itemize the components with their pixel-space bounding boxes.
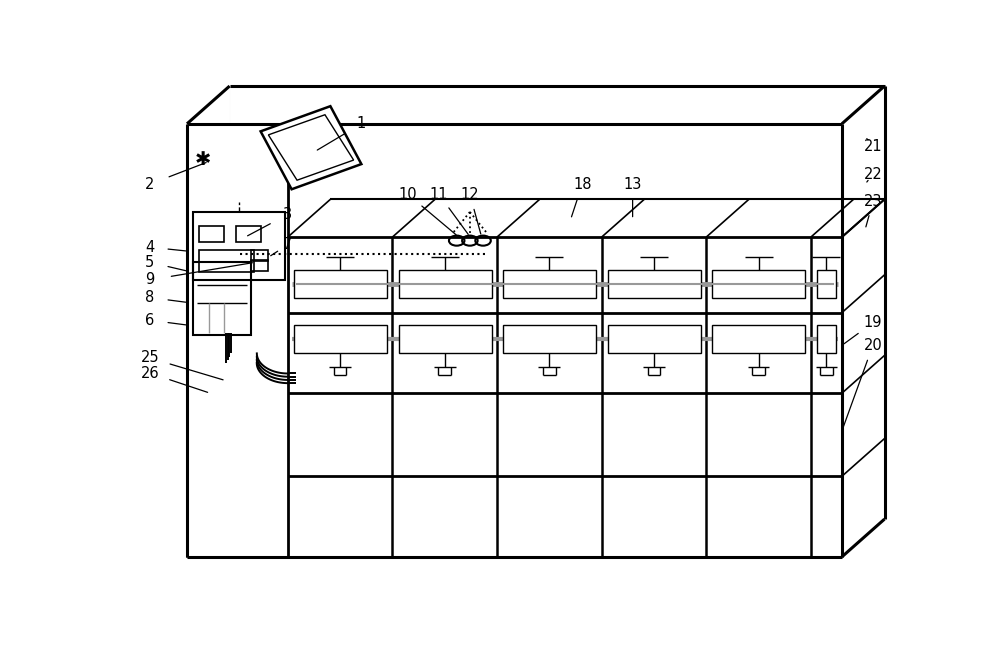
Bar [251, 250, 268, 261]
Bar [199, 226, 224, 242]
Bar [503, 325, 596, 353]
Text: 20: 20 [864, 338, 882, 353]
Text: 18: 18 [573, 177, 592, 192]
Text: 19: 19 [864, 315, 882, 330]
Text: 6: 6 [145, 313, 154, 328]
Bar [399, 270, 492, 298]
Bar [608, 325, 701, 353]
Text: 10: 10 [399, 187, 417, 202]
Text: 12: 12 [461, 187, 479, 202]
Bar [399, 325, 492, 353]
Text: 23: 23 [864, 194, 882, 209]
Bar [712, 270, 805, 298]
Text: ✱: ✱ [194, 150, 211, 169]
Bar [294, 325, 387, 353]
Bar [608, 270, 701, 298]
Text: 1: 1 [357, 116, 366, 131]
Polygon shape [261, 106, 361, 189]
Text: 21: 21 [864, 139, 882, 154]
Text: 9: 9 [145, 273, 154, 287]
Polygon shape [268, 114, 354, 181]
Bar [193, 212, 285, 280]
Bar [294, 270, 387, 298]
Text: 2: 2 [145, 177, 154, 192]
Text: 22: 22 [864, 167, 882, 182]
Text: 26: 26 [140, 366, 159, 381]
Bar [503, 270, 596, 298]
Bar [712, 325, 805, 353]
Text: 7: 7 [283, 237, 292, 252]
Bar [193, 262, 251, 336]
Text: 3: 3 [283, 207, 292, 222]
Text: 4: 4 [145, 239, 154, 254]
Text: 5: 5 [145, 255, 154, 270]
Bar [817, 325, 836, 353]
Bar [236, 226, 261, 242]
Bar [251, 260, 268, 271]
Text: 11: 11 [430, 187, 448, 202]
Text: 25: 25 [140, 351, 159, 366]
Text: 8: 8 [145, 290, 154, 305]
Text: 13: 13 [623, 177, 642, 192]
Bar [817, 270, 836, 298]
Bar [199, 250, 254, 272]
